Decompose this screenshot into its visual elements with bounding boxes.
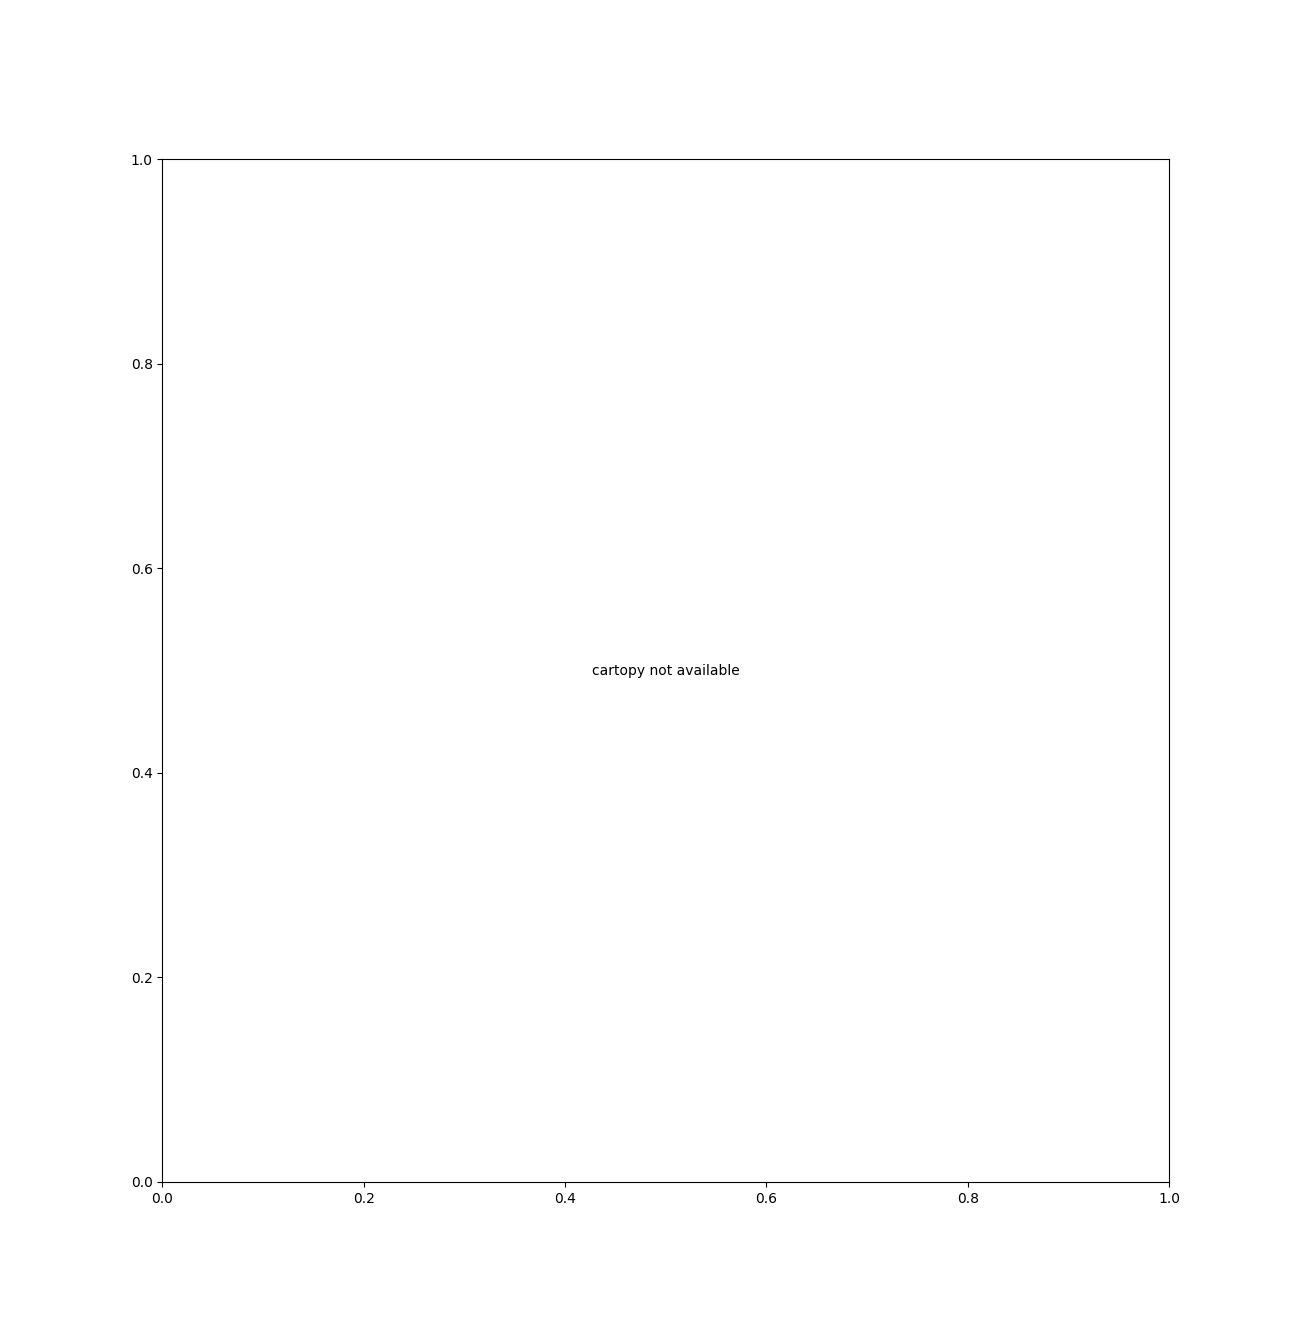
Text: cartopy not available: cartopy not available xyxy=(592,664,739,677)
